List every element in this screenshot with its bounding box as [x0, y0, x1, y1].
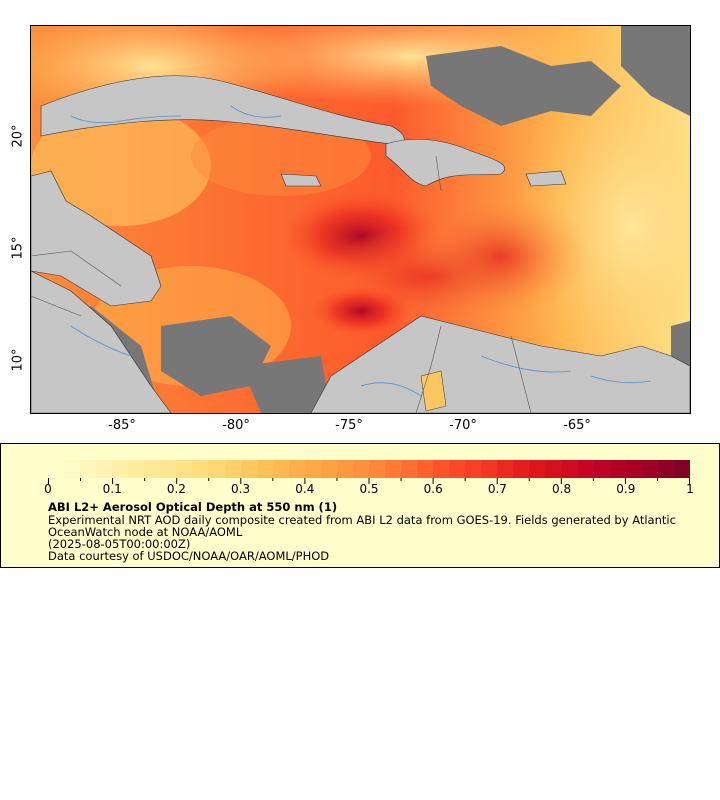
colorbar-segment — [144, 460, 161, 478]
colorbar-tick-label: 0.2 — [166, 482, 186, 496]
colorbar-tick-label: 0.4 — [295, 482, 315, 496]
colorbar-segment — [192, 460, 209, 478]
x-tick-label: -65° — [563, 418, 591, 433]
legend-title: ABI L2+ Aerosol Optical Depth at 550 nm … — [48, 500, 338, 514]
colorbar-segment — [96, 460, 113, 478]
jamaica — [280, 173, 322, 187]
x-tick-label: -80° — [222, 418, 250, 433]
colorbar-segment — [481, 460, 498, 478]
puerto-rico — [525, 170, 567, 187]
colorbar-tick-label: 0.1 — [102, 482, 122, 496]
colorbar — [48, 460, 690, 478]
colorbar-segment — [128, 460, 145, 478]
nodata-region — [241, 356, 331, 413]
legend-credit: Data courtesy of USDOC/NOAA/OAR/AOML/PHO… — [48, 549, 330, 563]
x-tick-label: -75° — [335, 418, 363, 433]
colorbar-segment — [577, 460, 594, 478]
central-america — [31, 170, 162, 307]
x-tick-label: -85° — [108, 418, 136, 433]
colorbar-segment — [112, 460, 129, 478]
colorbar-segment — [449, 460, 466, 478]
colorbar-tick-label: 0.8 — [552, 482, 572, 496]
colorbar-segment — [673, 460, 690, 478]
hispaniola — [385, 138, 506, 187]
colorbar-segment — [401, 460, 418, 478]
map-panel[interactable] — [30, 25, 691, 414]
colorbar-segment — [417, 460, 434, 478]
colorbar-segment — [545, 460, 562, 478]
colorbar-tick-label: 0.6 — [423, 482, 443, 496]
colorbar-tick-label: 0.9 — [616, 482, 636, 496]
colorbar-segment — [288, 460, 305, 478]
colorbar-tick-label: 0.5 — [359, 482, 379, 496]
colorbar-segment — [80, 460, 97, 478]
rivers — [70, 105, 652, 397]
colorbar-tick-label: 0.7 — [487, 482, 507, 496]
x-tick-label: -70° — [449, 418, 477, 433]
colorbar-ticks — [48, 478, 690, 484]
nodata-region — [426, 46, 621, 126]
aod-map — [31, 26, 690, 413]
colorbar-segment — [497, 460, 514, 478]
lake-maracaibo-area — [420, 370, 447, 412]
colorbar-segment — [593, 460, 610, 478]
colorbar-segment — [208, 460, 225, 478]
colorbar-segment — [513, 460, 530, 478]
colorbar-segment — [465, 460, 482, 478]
central-america-south — [31, 270, 172, 413]
legend-date: (2025-08-05T00:00:00Z) — [48, 537, 191, 551]
colorbar-segment — [368, 460, 385, 478]
colorbar-segment — [176, 460, 193, 478]
colorbar-segment — [320, 460, 337, 478]
colorbar-segment — [224, 460, 241, 478]
colorbar-segment — [561, 460, 578, 478]
colorbar-segment — [64, 460, 81, 478]
colorbar-segment — [641, 460, 658, 478]
colorbar-segment — [336, 460, 353, 478]
y-tick-label: 20° — [10, 124, 26, 148]
colorbar-segment — [384, 460, 402, 478]
y-tick-label: 10° — [10, 348, 26, 372]
colorbar-segment — [160, 460, 177, 478]
borders — [31, 155, 532, 413]
land-masses — [31, 75, 690, 413]
south-america — [310, 315, 690, 413]
colorbar-segment — [352, 460, 369, 478]
colorbar-tick-label: 0.3 — [231, 482, 251, 496]
colorbar-segment — [433, 460, 450, 478]
y-tick-label: 15° — [10, 236, 26, 260]
colorbar-tick-label: 1 — [686, 482, 694, 496]
nodata-region — [161, 316, 271, 396]
colorbar-segment — [304, 460, 321, 478]
colorbar-segment — [256, 460, 273, 478]
colorbar-segment — [625, 460, 642, 478]
colorbar-segment — [657, 460, 674, 478]
colorbar-tick-label: 0 — [44, 482, 52, 496]
colorbar-segment — [48, 460, 65, 478]
colorbar-segment — [272, 460, 289, 478]
colorbar-segment — [609, 460, 626, 478]
nodata-region — [621, 26, 690, 116]
colorbar-segment — [529, 460, 546, 478]
legend-panel: ABI L2+ Aerosol Optical Depth at 550 nm … — [0, 443, 720, 568]
colorbar-segment — [240, 460, 257, 478]
legend-description: Experimental NRT AOD daily composite cre… — [48, 513, 676, 539]
